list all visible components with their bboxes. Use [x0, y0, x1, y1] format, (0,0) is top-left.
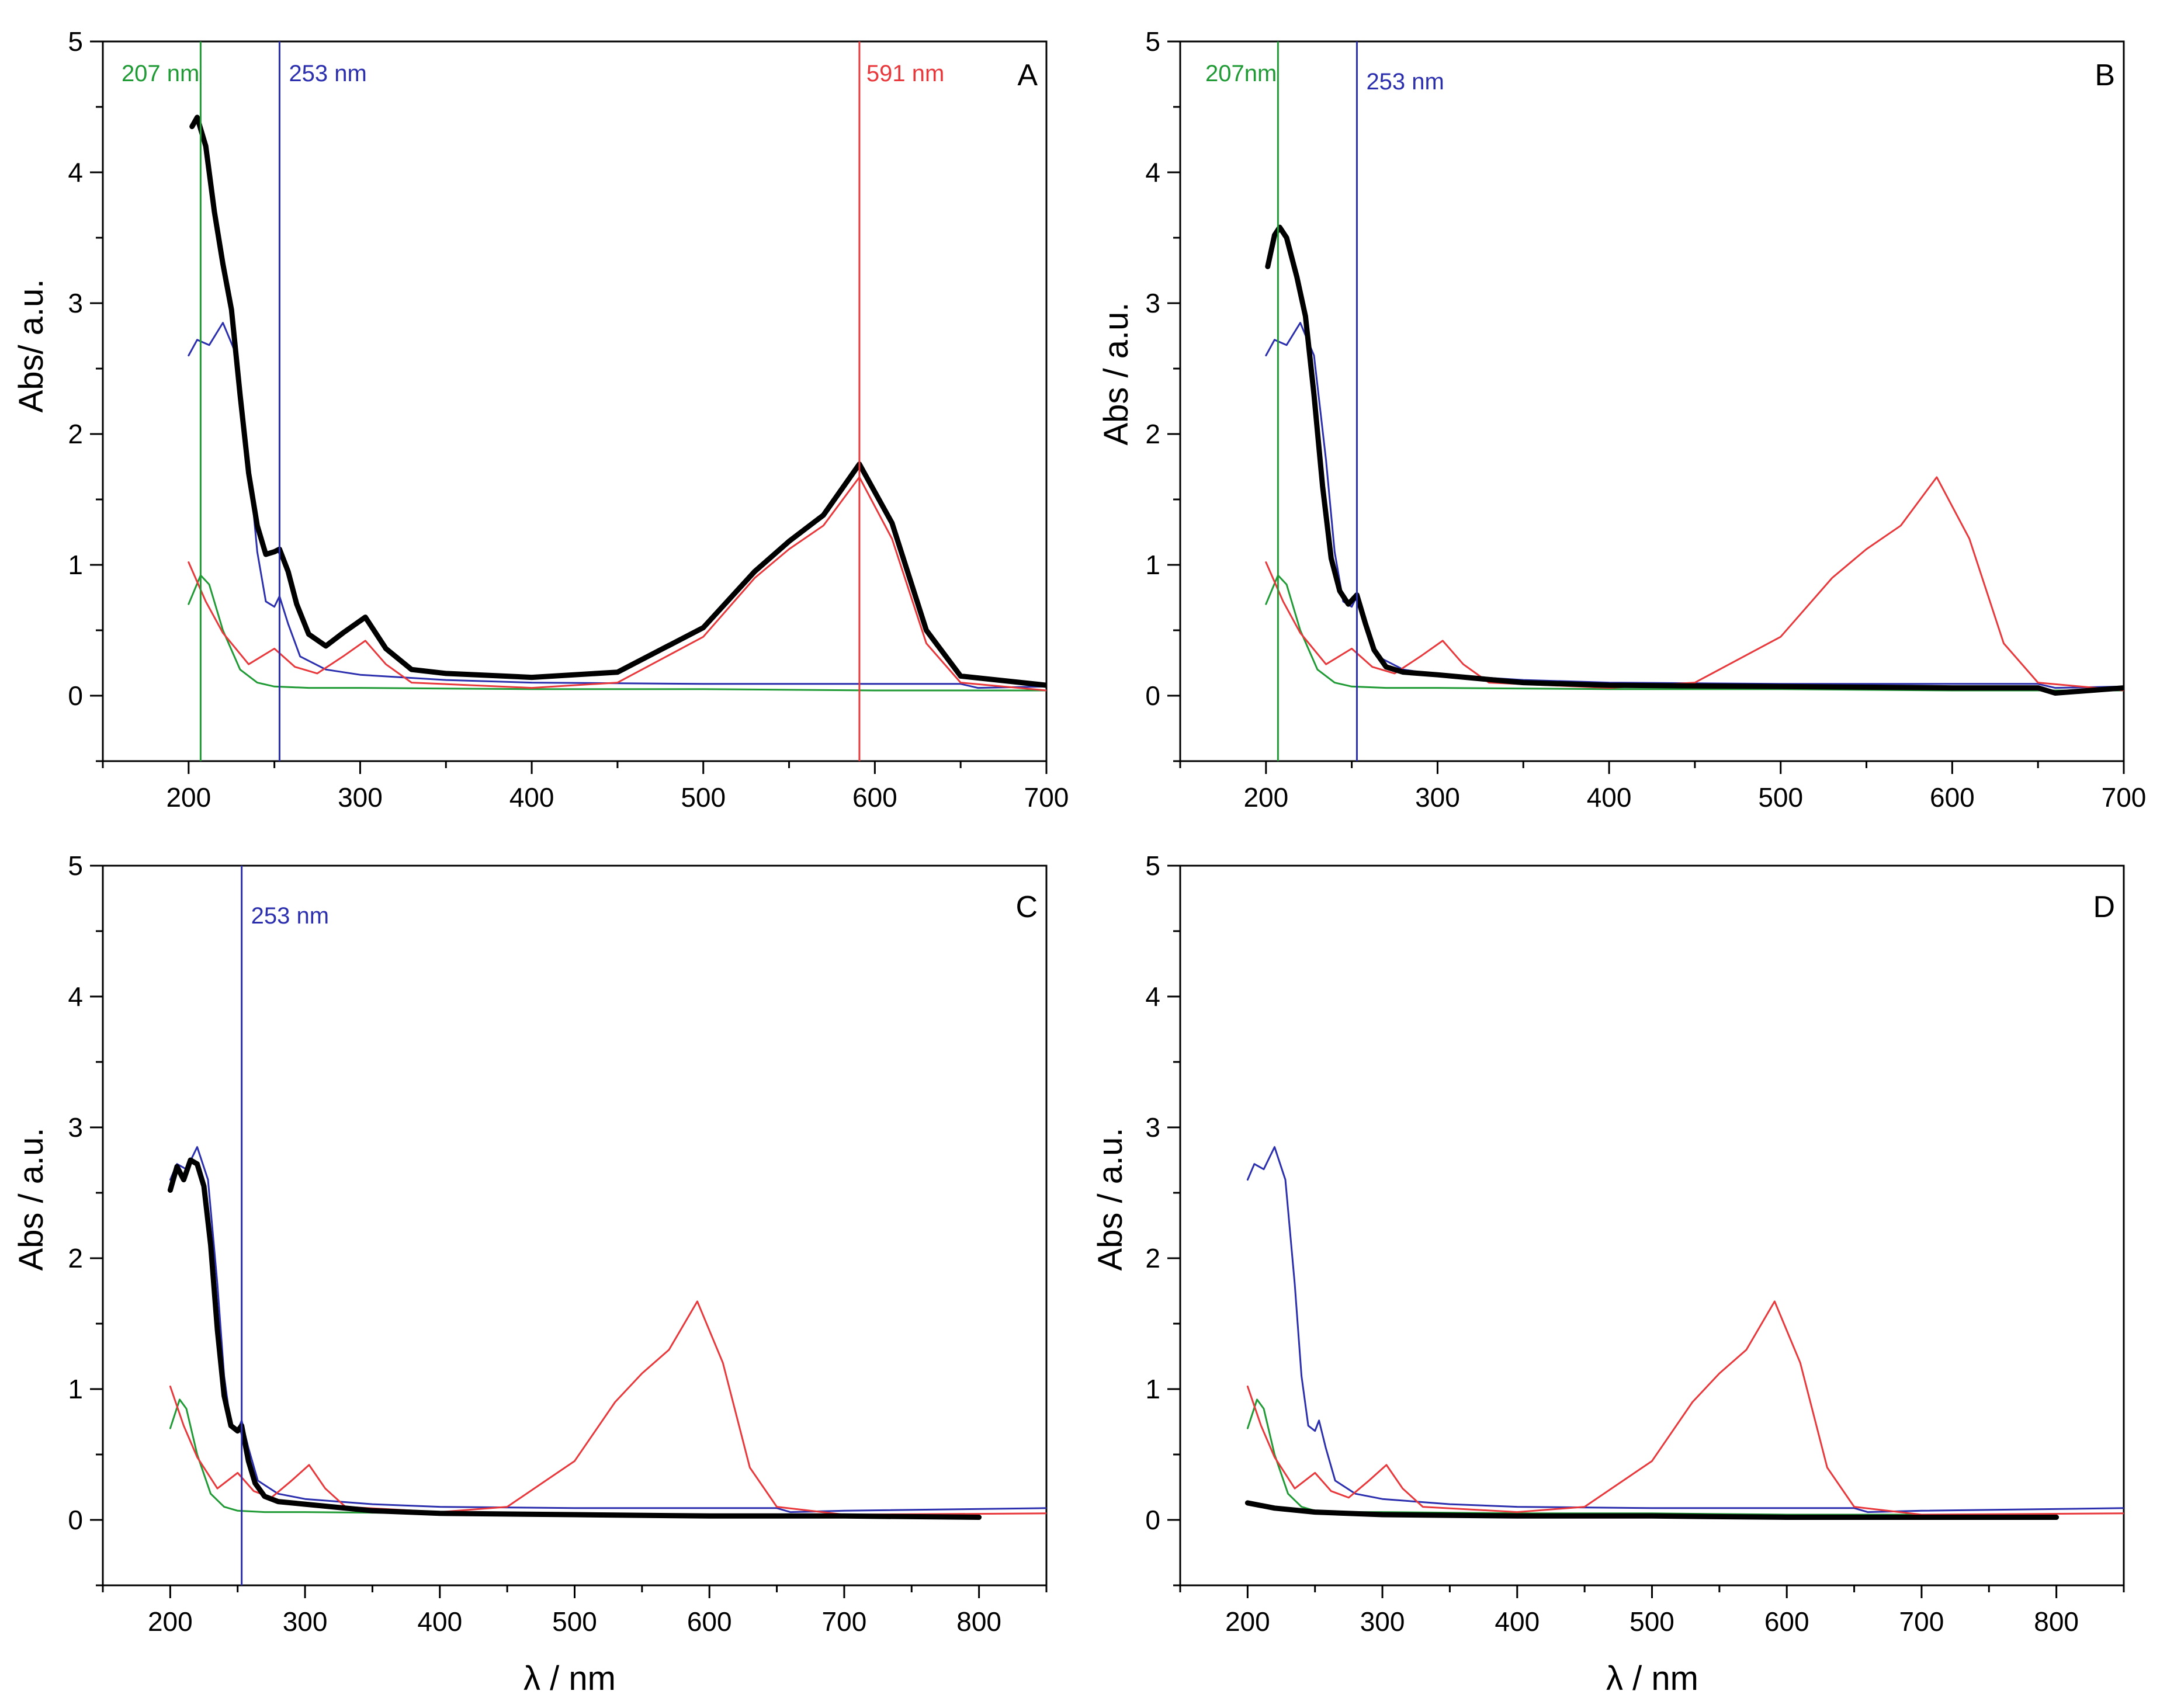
y-tick-label: 4 — [1145, 157, 1160, 188]
series-line-black — [167, 1157, 982, 1520]
y-tick-label: 1 — [68, 550, 83, 580]
y-axis-label-a: Abs/ a.u. — [12, 279, 50, 413]
y-tick-label: 5 — [1145, 850, 1160, 881]
plot-frame-b — [1179, 40, 2125, 762]
marker-label: 207nm — [1205, 61, 1277, 86]
series-line-black — [189, 114, 1046, 688]
x-tick-label: 600 — [687, 1606, 732, 1637]
x-tick-label: 600 — [1764, 1606, 1809, 1637]
series-group — [1265, 224, 2124, 696]
panel-label-a: A — [1017, 58, 1038, 92]
panel-label-c: C — [1015, 890, 1038, 924]
plot-content-c: 200 300 400 500 600 700 800 0 1 2 3 4 5 253 nm — [68, 850, 1048, 1637]
panel-label-d: D — [2093, 890, 2115, 924]
series-line-red — [188, 476, 1046, 692]
y-axis-label-b: Abs / a.u. — [1097, 302, 1135, 445]
y-tick-label: 0 — [68, 681, 83, 711]
series-line-blue — [1246, 1146, 2124, 1513]
x-tick-label: 500 — [1758, 782, 1803, 813]
plot-frame-c — [102, 865, 1048, 1587]
x-tick-label: 300 — [1360, 1606, 1405, 1637]
series-group — [188, 114, 1046, 692]
x-tick-label: 800 — [956, 1606, 1001, 1637]
panel-c: 200 300 400 500 600 700 800 0 1 2 3 4 5 253 nm C Abs … — [12, 850, 1048, 1697]
x-tick-label: 600 — [852, 782, 897, 813]
y-tick-label: 2 — [68, 419, 83, 449]
y-tick-label: 1 — [1145, 550, 1160, 580]
marker-label: 253 nm — [1366, 69, 1444, 95]
plot-content-a: 200 300 400 500 600 700 0 1 2 3 4 5 207 nm 253 nm 591 … — [68, 26, 1069, 813]
x-tick-label: 500 — [552, 1606, 597, 1637]
panel-d: 200 300 400 500 600 700 800 0 1 2 3 4 5 D Abs / a.u.… — [1091, 850, 2125, 1697]
y-tick-label: 5 — [1145, 26, 1160, 57]
y-tick-label: 1 — [1145, 1374, 1160, 1404]
x-tick-label: 400 — [417, 1606, 462, 1637]
x-tick-label: 200 — [1243, 782, 1288, 813]
x-tick-label: 200 — [166, 782, 211, 813]
y-tick-label: 3 — [68, 288, 83, 318]
panel-label-b: B — [2095, 58, 2115, 92]
y-tick-label: 3 — [68, 1112, 83, 1143]
y-tick-label: 0 — [1145, 681, 1160, 711]
x-tick-label: 500 — [1629, 1606, 1674, 1637]
plot-frame-a — [102, 40, 1048, 762]
series-line-red — [1265, 476, 2124, 692]
y-tick-label: 2 — [1145, 1243, 1160, 1273]
y-tick-label: 0 — [1145, 1505, 1160, 1535]
x-tick-label: 800 — [2034, 1606, 2079, 1637]
panel-b: 200 300 400 500 600 700 0 1 2 3 4 5 207nm 253 nm B Ab… — [1097, 26, 2146, 813]
y-tick-label: 4 — [68, 157, 83, 188]
y-tick-label: 3 — [1145, 1112, 1160, 1143]
x-tick-label: 300 — [1415, 782, 1460, 813]
plot-frame-d — [1179, 865, 2125, 1587]
series-line-black — [1244, 1500, 2060, 1520]
y-axis-label-d: Abs / a.u. — [1091, 1127, 1129, 1270]
series-line-green — [188, 574, 1046, 692]
x-tick-label: 300 — [338, 782, 383, 813]
x-tick-label: 700 — [2102, 782, 2147, 813]
series-line-red — [1246, 1300, 2124, 1516]
x-tick-label: 200 — [1225, 1606, 1270, 1637]
panel-a: 200 300 400 500 600 700 0 1 2 3 4 5 207 nm 253 nm 591 … — [12, 26, 1069, 813]
y-tick-label: 3 — [1145, 288, 1160, 318]
marker-label: 253 nm — [251, 903, 329, 929]
x-tick-label: 400 — [1495, 1606, 1540, 1637]
x-tick-label: 700 — [1024, 782, 1069, 813]
x-tick-label: 200 — [148, 1606, 193, 1637]
series-line-blue — [169, 1146, 1046, 1513]
marker-label: 207 nm — [122, 61, 199, 86]
series-group — [1244, 1146, 2124, 1520]
x-tick-label: 700 — [822, 1606, 867, 1637]
x-tick-label: 500 — [681, 782, 726, 813]
x-tick-label: 700 — [1899, 1606, 1944, 1637]
x-tick-label: 400 — [509, 782, 554, 813]
plot-content-d: 200 300 400 500 600 700 800 0 1 2 3 4 5 — [1145, 850, 2125, 1637]
series-line-green — [1246, 1398, 2058, 1516]
series-line-black — [1265, 224, 2124, 696]
y-tick-label: 1 — [68, 1374, 83, 1404]
y-tick-label: 0 — [68, 1505, 83, 1535]
series-line-green — [169, 1398, 980, 1516]
x-tick-label: 600 — [1930, 782, 1975, 813]
marker-label: 591 nm — [866, 61, 944, 86]
x-axis-label-d: λ / nm — [1606, 1660, 1698, 1697]
series-line-blue — [188, 322, 1046, 689]
y-tick-label: 5 — [68, 26, 83, 57]
x-tick-label: 400 — [1587, 782, 1632, 813]
series-line-red — [169, 1300, 1046, 1516]
y-tick-label: 2 — [1145, 419, 1160, 449]
marker-label: 253 nm — [289, 61, 366, 86]
series-line-blue — [1265, 322, 2124, 689]
y-axis-label-c: Abs / a.u. — [12, 1127, 50, 1270]
series-group — [167, 1146, 1046, 1520]
y-tick-label: 5 — [68, 850, 83, 881]
y-tick-label: 4 — [1145, 981, 1160, 1012]
x-axis-label-c: λ / nm — [523, 1660, 616, 1697]
x-tick-label: 300 — [283, 1606, 328, 1637]
plot-content-b: 200 300 400 500 600 700 0 1 2 3 4 5 207nm 253 nm — [1145, 26, 2146, 813]
y-tick-label: 2 — [68, 1243, 83, 1273]
y-tick-label: 4 — [68, 981, 83, 1012]
